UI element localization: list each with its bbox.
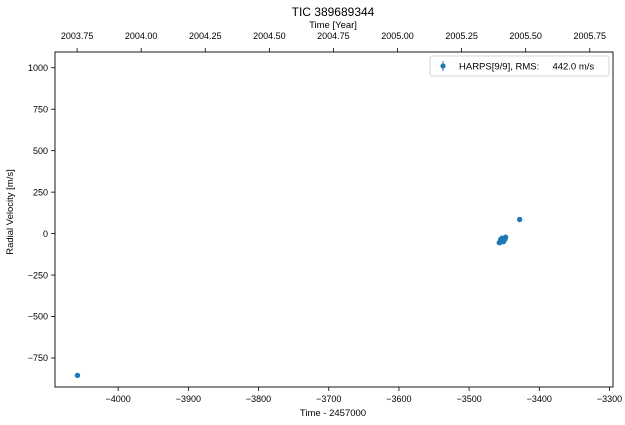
y-tick-label: 0 xyxy=(43,229,48,239)
x-tick-label: −3600 xyxy=(386,394,411,404)
top-tick-label: 2005.75 xyxy=(573,31,606,41)
y-tick-label: 1000 xyxy=(28,63,48,73)
top-tick-label: 2003.75 xyxy=(61,31,94,41)
legend-marker xyxy=(440,63,446,69)
top-axis-label: Time [Year] xyxy=(309,20,357,31)
top-tick-label: 2004.75 xyxy=(317,31,350,41)
x-tick-label: −3700 xyxy=(316,394,341,404)
y-tick-label: 500 xyxy=(33,146,48,156)
top-tick-label: 2005.50 xyxy=(509,31,542,41)
data-point xyxy=(502,234,509,240)
x-axis-label: Time - 2457000 xyxy=(300,408,366,419)
data-points xyxy=(74,216,523,379)
legend: HARPS[9/9], RMS: 442.0 m/s xyxy=(429,55,610,77)
x-tick-label: −3900 xyxy=(176,394,201,404)
top-tick-label: 2004.50 xyxy=(253,31,286,41)
x-tick-label: −4000 xyxy=(106,394,131,404)
y-tick-label: 250 xyxy=(33,187,48,197)
y-tick-label: −750 xyxy=(28,353,48,363)
plot-frame xyxy=(54,51,614,388)
data-point xyxy=(516,216,523,223)
y-tick-label: −250 xyxy=(28,270,48,280)
legend-label: HARPS[9/9], RMS: 442.0 m/s xyxy=(459,62,594,73)
data-point xyxy=(74,372,81,379)
x-tick-label: −3500 xyxy=(456,394,481,404)
y-axis-label: Radial Velocity [m/s] xyxy=(5,169,16,255)
legend-box xyxy=(429,55,610,77)
x-tick-label: −3300 xyxy=(597,394,622,404)
top-tick-label: 2004.25 xyxy=(189,31,222,41)
axes: −4000 −3900 −3800 −3700 −3600 −3500 −3400 −3300… xyxy=(28,31,622,404)
x-tick-label: −3400 xyxy=(527,394,552,404)
y-tick-label: −500 xyxy=(28,312,48,322)
top-tick-label: 2004.00 xyxy=(125,31,158,41)
x-tick-label: −3800 xyxy=(246,394,271,404)
chart-title: TIC 389689344 xyxy=(292,5,375,19)
top-tick-label: 2005.25 xyxy=(445,31,478,41)
y-tick-label: 750 xyxy=(33,104,48,114)
top-tick-label: 2005.00 xyxy=(381,31,414,41)
